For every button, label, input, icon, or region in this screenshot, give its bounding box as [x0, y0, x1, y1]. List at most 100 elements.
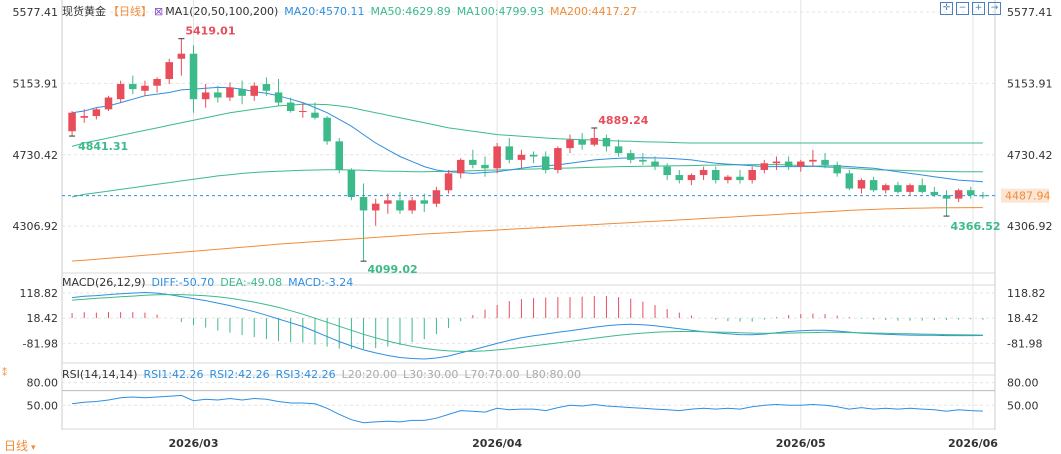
ma100-value: MA100:4799.93	[456, 5, 544, 18]
candle-body	[882, 185, 890, 191]
candle-body	[711, 169, 720, 181]
x-tick-label: 2026/05	[776, 437, 826, 450]
candle-body	[736, 176, 744, 181]
ma200-line	[72, 207, 983, 262]
ma-settings-icon[interactable]: ⊠	[154, 5, 164, 18]
candle-body	[821, 159, 829, 165]
chevron-down-icon: ▾	[31, 443, 36, 453]
macd-y-tick-right: -81.98	[1007, 337, 1042, 350]
candle-body	[396, 200, 404, 211]
rsi-line	[72, 394, 983, 424]
main-y-tick-left: 4306.92	[13, 220, 59, 233]
candle-body	[408, 200, 416, 211]
ma-name: MA1(20,50,100,200)	[165, 5, 279, 18]
candle-body	[153, 78, 161, 86]
main-y-tick-right: 5153.91	[1007, 77, 1053, 90]
rsi-y-tick-right: 50.00	[1007, 399, 1039, 412]
candle-body	[748, 169, 756, 181]
rsi-l30-value: L30:30.00	[403, 368, 459, 381]
zoom-out-icon[interactable]: −	[956, 2, 969, 15]
macd-y-tick-left: 18.42	[27, 312, 59, 325]
candle-body	[384, 200, 392, 204]
ma100-line	[71, 164, 983, 198]
candle-body	[566, 139, 574, 149]
rsi-pane-header: RSI(14,14,14) RSI1:42.26 RSI2:42.26 RSI3:42…	[62, 368, 587, 381]
rsi-y-tick-left: 50.00	[27, 399, 59, 412]
candle-body	[590, 137, 599, 145]
candle-body	[918, 185, 926, 192]
candle-body	[420, 200, 429, 204]
candle-body	[250, 85, 259, 96]
candle-body	[104, 97, 113, 110]
start-low-annotation: 4841.31	[78, 140, 128, 153]
main-y-tick-left: 4730.42	[13, 149, 59, 162]
zoom-in-icon[interactable]: +	[972, 2, 985, 15]
rsi1-value: RSI1:42.26	[143, 368, 204, 381]
ma20-value: MA20:4570.11	[284, 5, 365, 18]
macd-diff-value: DIFF:-50.70	[151, 276, 215, 289]
candle-body	[833, 164, 841, 174]
crosshair-icon[interactable]: ✛	[940, 2, 953, 15]
candle-body	[299, 111, 307, 113]
candle-body	[784, 161, 793, 167]
candle-body	[226, 87, 234, 98]
macd-pane-header: MACD(26,12,9) DIFF:-50.70 DEA:-49.08 MACD:-…	[62, 276, 359, 289]
candle-body	[141, 85, 149, 91]
candle-body	[651, 161, 659, 167]
rsi-l70-value: L70:70.00	[464, 368, 520, 381]
last-price-tag	[1001, 188, 1049, 203]
candle-body	[505, 146, 514, 160]
x-tick-label: 2026/06	[948, 437, 998, 450]
x-tick-label: 2026/04	[472, 437, 522, 450]
candle-body	[906, 185, 914, 192]
rsi-y-tick-left: 80.00	[27, 377, 59, 390]
candle-body	[238, 89, 246, 96]
candle-body	[469, 159, 477, 165]
candle-body	[481, 164, 489, 169]
candle-body	[80, 116, 88, 118]
candle-body	[954, 190, 963, 199]
candle-body	[626, 153, 635, 160]
candle-body	[845, 173, 854, 189]
macd-name: MACD(26,12,9)	[62, 276, 146, 289]
ma20-line	[72, 86, 983, 183]
candle-body	[687, 175, 696, 181]
rsi2-value: RSI2:42.26	[209, 368, 270, 381]
rsi-l20-value: L20:20.00	[341, 368, 397, 381]
period-label[interactable]: 【日线】	[108, 5, 152, 18]
period-switch-button[interactable]: 日线 ▾	[4, 437, 36, 454]
candle-body	[942, 195, 951, 199]
macd-dea-line	[72, 294, 983, 352]
candle-body	[444, 173, 453, 191]
symbol-name: 现货黄金	[62, 5, 106, 18]
candle-body	[92, 109, 101, 117]
candle-body	[456, 159, 465, 174]
candle-body	[869, 180, 878, 191]
candle-body	[639, 159, 647, 162]
candle-body	[371, 203, 380, 211]
macd-diff-line	[72, 291, 983, 360]
main-y-tick-left: 5577.41	[13, 6, 59, 19]
main-pane-header: 现货黄金 【日线】 ⊠ MA1(20,50,100,200) MA20:4570.11 M…	[62, 3, 643, 19]
candle-body	[286, 102, 295, 112]
candle-body	[809, 159, 817, 162]
candle-body	[116, 84, 125, 100]
high-annotation: 5419.01	[185, 25, 235, 38]
candle-body	[857, 180, 866, 189]
candle-body	[311, 112, 319, 118]
rsi-l80-value: L80:80.00	[525, 368, 581, 381]
candle-body	[129, 84, 137, 90]
candle-body	[347, 169, 356, 197]
candle-body	[724, 176, 732, 181]
macd-dea-value: DEA:-49.08	[220, 276, 283, 289]
candle-body	[517, 154, 526, 160]
candle-body	[554, 148, 562, 170]
rsi-marker-icon: ⁑	[2, 368, 7, 379]
candle-body	[493, 146, 501, 169]
scroll-right-icon[interactable]: →	[988, 2, 1001, 15]
candle-body	[359, 196, 368, 211]
candle-body	[967, 190, 975, 196]
candle-body	[177, 53, 186, 59]
candle-body	[894, 185, 902, 192]
